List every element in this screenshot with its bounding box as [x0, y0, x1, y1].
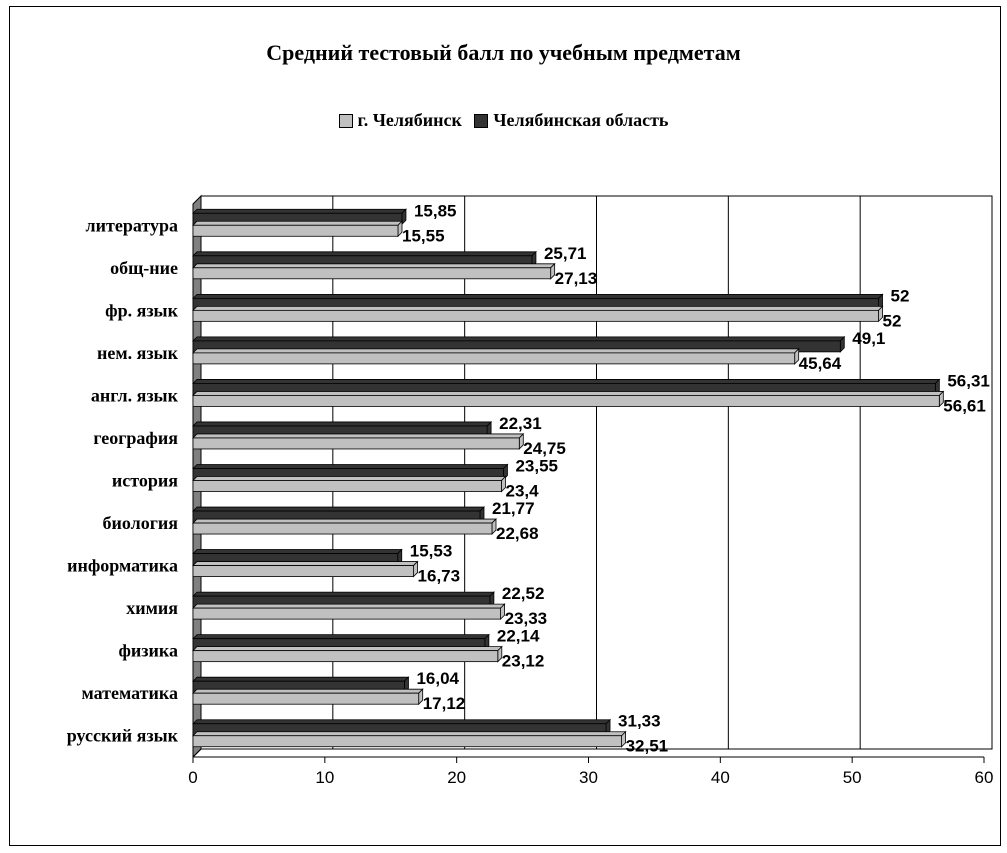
- x-axis-depth-line: [192, 748, 202, 758]
- data-label-region: 22,31: [499, 414, 542, 433]
- bar-city: [192, 432, 525, 450]
- category-label: биология: [102, 513, 178, 533]
- bar-region: [192, 250, 537, 268]
- bar-city: [192, 220, 403, 238]
- data-label-region: 16,04: [416, 669, 459, 688]
- x-tick-label: 40: [711, 768, 730, 787]
- bar-city: [192, 305, 884, 323]
- data-label-city: 23,33: [505, 609, 548, 628]
- data-label-region: 25,71: [544, 244, 587, 263]
- bar-city: [192, 560, 419, 578]
- category-label: математика: [82, 683, 179, 703]
- data-label-region: 15,85: [414, 201, 457, 220]
- category-label: химия: [126, 598, 178, 618]
- data-label-region: 56,31: [947, 371, 990, 390]
- x-tick-label: 20: [447, 768, 466, 787]
- data-label-city: 56,61: [943, 396, 986, 415]
- chart-title: Средний тестовый балл по учебным предмет…: [266, 40, 741, 65]
- data-label-city: 23,4: [505, 482, 539, 501]
- data-label-region: 21,77: [492, 499, 535, 518]
- x-tick-label: 50: [843, 768, 862, 787]
- legend-item-region: Челябинская область: [474, 110, 668, 131]
- bar-city: [192, 688, 424, 706]
- category-label: англ. язык: [91, 385, 179, 405]
- bar-city: [192, 518, 497, 536]
- category-label: физика: [118, 641, 178, 661]
- data-label-city: 52: [883, 311, 902, 330]
- x-tick-label: 60: [975, 768, 994, 787]
- data-label-city: 15,55: [402, 226, 445, 245]
- bar-region: [192, 506, 485, 524]
- bar-region: [192, 676, 410, 694]
- legend-label-city: г. Челябинск: [357, 110, 462, 130]
- category-label: фр. язык: [105, 300, 178, 320]
- category-label: литература: [86, 215, 178, 235]
- bar-city: [192, 390, 945, 408]
- category-label: география: [93, 428, 178, 448]
- category-label: русский язык: [67, 726, 179, 746]
- data-label-city: 32,51: [626, 737, 669, 756]
- bar-region: [192, 208, 407, 226]
- data-label-city: 24,75: [523, 439, 566, 458]
- category-label: нем. язык: [97, 343, 179, 363]
- bar-city: [192, 262, 556, 280]
- data-label-region: 15,53: [410, 542, 453, 561]
- bar-city: [192, 603, 506, 621]
- legend-label-region: Челябинская область: [493, 110, 669, 130]
- legend-item-city: г. Челябинск: [338, 110, 462, 131]
- x-tick-label: 0: [188, 768, 197, 787]
- data-label-region: 22,14: [497, 627, 540, 646]
- legend: г. Челябинск Челябинская область: [0, 110, 1007, 133]
- data-label-city: 45,64: [799, 354, 842, 373]
- bar-city: [192, 645, 503, 663]
- data-label-region: 22,52: [502, 584, 545, 603]
- category-label: история: [112, 471, 178, 491]
- bar-region: [192, 548, 403, 566]
- bar-city: [192, 730, 627, 748]
- data-label-region: 31,33: [618, 712, 661, 731]
- legend-swatch-region: [474, 113, 489, 128]
- data-label-region: 49,1: [852, 329, 885, 348]
- data-label-city: 23,12: [502, 652, 545, 671]
- x-tick-label: 30: [579, 768, 598, 787]
- bar-city: [192, 347, 800, 365]
- category-label: информатика: [67, 556, 178, 576]
- bar-region: [192, 420, 493, 438]
- data-label-city: 22,68: [496, 524, 539, 543]
- legend-swatch-city: [338, 113, 353, 128]
- data-label-city: 16,73: [418, 567, 461, 586]
- bar-city: [192, 475, 507, 493]
- data-label-city: 27,13: [555, 269, 598, 288]
- data-label-region: 52: [891, 286, 910, 305]
- data-label-region: 23,55: [515, 457, 558, 476]
- x-tick-label: 10: [315, 768, 334, 787]
- data-label-city: 17,12: [423, 694, 466, 713]
- category-label: общ-ние: [110, 258, 178, 278]
- bar-region: [192, 463, 509, 481]
